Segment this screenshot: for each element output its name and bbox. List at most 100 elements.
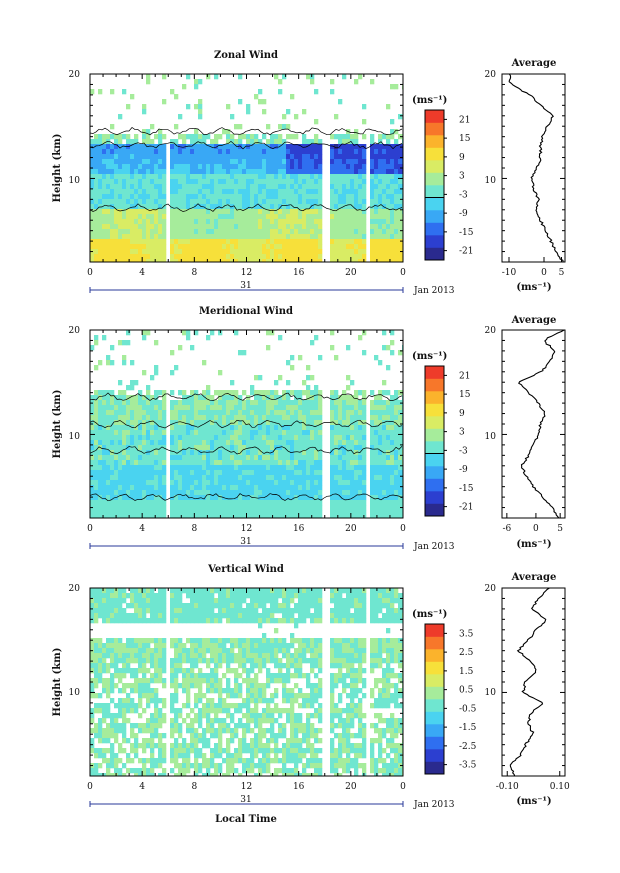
heatmap-cell — [386, 430, 391, 436]
heatmap-cell — [346, 415, 351, 421]
heatmap-cell — [110, 490, 115, 496]
heatmap-cell — [334, 174, 339, 180]
heatmap-cell — [186, 505, 191, 511]
heatmap-cell — [354, 149, 359, 155]
heatmap-cell — [142, 410, 147, 416]
heatmap-cell — [142, 199, 147, 205]
heatmap-cell — [142, 638, 147, 644]
heatmap-cell — [254, 500, 259, 506]
heatmap-cell — [282, 390, 287, 396]
heatmap-cell — [226, 144, 231, 150]
heatmap-cell — [314, 495, 319, 501]
heatmap-cell — [118, 174, 123, 180]
heatmap-cell — [170, 370, 175, 376]
heatmap-cell — [126, 330, 131, 336]
heatmap-cell — [186, 149, 191, 155]
heatmap-cell — [98, 440, 103, 446]
heatmap-cell — [138, 495, 143, 501]
heatmap-cell — [190, 209, 195, 215]
heatmap-cell — [206, 74, 211, 80]
heatmap-cell — [258, 435, 263, 441]
heatmap-cell — [258, 204, 263, 210]
heatmap-cell — [162, 643, 167, 649]
heatmap-cell — [234, 254, 239, 260]
heatmap-cell — [342, 244, 347, 250]
heatmap-cell — [278, 465, 283, 471]
heatmap-cell — [142, 743, 147, 749]
heatmap-cell — [390, 239, 395, 245]
heatmap-cell — [266, 500, 271, 506]
heatmap-cell — [210, 229, 215, 235]
heatmap-cell — [390, 199, 395, 205]
heatmap-cell — [294, 219, 299, 225]
heatmap-cell — [118, 768, 123, 774]
heatmap-cell — [154, 718, 159, 724]
heatmap-cell — [242, 214, 247, 220]
heatmap-cell — [134, 184, 139, 190]
heatmap-cell — [330, 465, 335, 471]
heatmap-cell — [234, 465, 239, 471]
heatmap-cell — [270, 480, 275, 486]
heatmap-cell — [138, 219, 143, 225]
heatmap-cell — [210, 184, 215, 190]
heatmap-cell — [142, 455, 147, 461]
heatmap-cell — [294, 149, 299, 155]
heatmap-cell — [182, 259, 187, 262]
heatmap-cell — [150, 505, 155, 511]
heatmap-cell — [218, 390, 223, 396]
heatmap-cell — [314, 219, 319, 225]
heatmap-cell — [98, 510, 103, 516]
heatmap-cell — [130, 723, 135, 729]
heatmap-cell — [114, 209, 119, 215]
heatmap-cell — [234, 330, 239, 336]
heatmap-cell — [282, 485, 287, 491]
heatmap-cell — [102, 224, 107, 230]
heatmap-cell — [122, 588, 127, 594]
heatmap-cell — [318, 239, 323, 245]
heatmap-cell — [350, 174, 355, 180]
heatmap-cell — [342, 515, 347, 518]
heatmap-cell — [394, 500, 399, 506]
heatmap-cell — [122, 683, 127, 689]
heatmap-cell — [278, 445, 283, 451]
heatmap-cell — [190, 505, 195, 511]
heatmap-cell — [274, 144, 279, 150]
heatmap-cell — [118, 134, 123, 140]
heatmap-cell — [126, 613, 131, 619]
heatmap-cell — [266, 425, 271, 431]
heatmap-cell — [170, 683, 175, 689]
heatmap-cell — [90, 653, 95, 659]
heatmap-cell — [378, 159, 383, 165]
heatmap-cell — [106, 758, 111, 764]
contour-line — [90, 140, 403, 150]
heatmap-cell — [178, 435, 183, 441]
heatmap-cell — [138, 510, 143, 516]
heatmap-cell — [286, 254, 291, 260]
heatmap-cell — [206, 515, 211, 518]
heatmap-cell — [234, 239, 239, 245]
heatmap-cell — [378, 174, 383, 180]
heatmap-cell — [138, 743, 143, 749]
heatmap-cell — [122, 703, 127, 709]
heatmap-cell — [110, 415, 115, 421]
heatmap-cell — [246, 164, 251, 170]
heatmap-cell — [266, 490, 271, 496]
heatmap-cell — [274, 490, 279, 496]
heatmap-cell — [138, 415, 143, 421]
heatmap-cell — [194, 395, 199, 401]
heatmap-cell — [278, 335, 283, 341]
heatmap-cell — [314, 395, 319, 401]
heatmap-cell — [142, 249, 147, 255]
heatmap-cell — [182, 239, 187, 245]
heatmap-cell — [222, 420, 227, 426]
heatmap-cell — [310, 79, 315, 85]
heatmap-cell — [134, 410, 139, 416]
heatmap-cell — [274, 500, 279, 506]
heatmap-cell — [98, 703, 103, 709]
heatmap-cell — [230, 184, 235, 190]
heatmap-cell — [350, 380, 355, 386]
heatmap-cell — [106, 588, 111, 594]
heatmap-cell — [110, 465, 115, 471]
heatmap-cell — [118, 229, 123, 235]
heatmap-cell — [106, 189, 111, 195]
